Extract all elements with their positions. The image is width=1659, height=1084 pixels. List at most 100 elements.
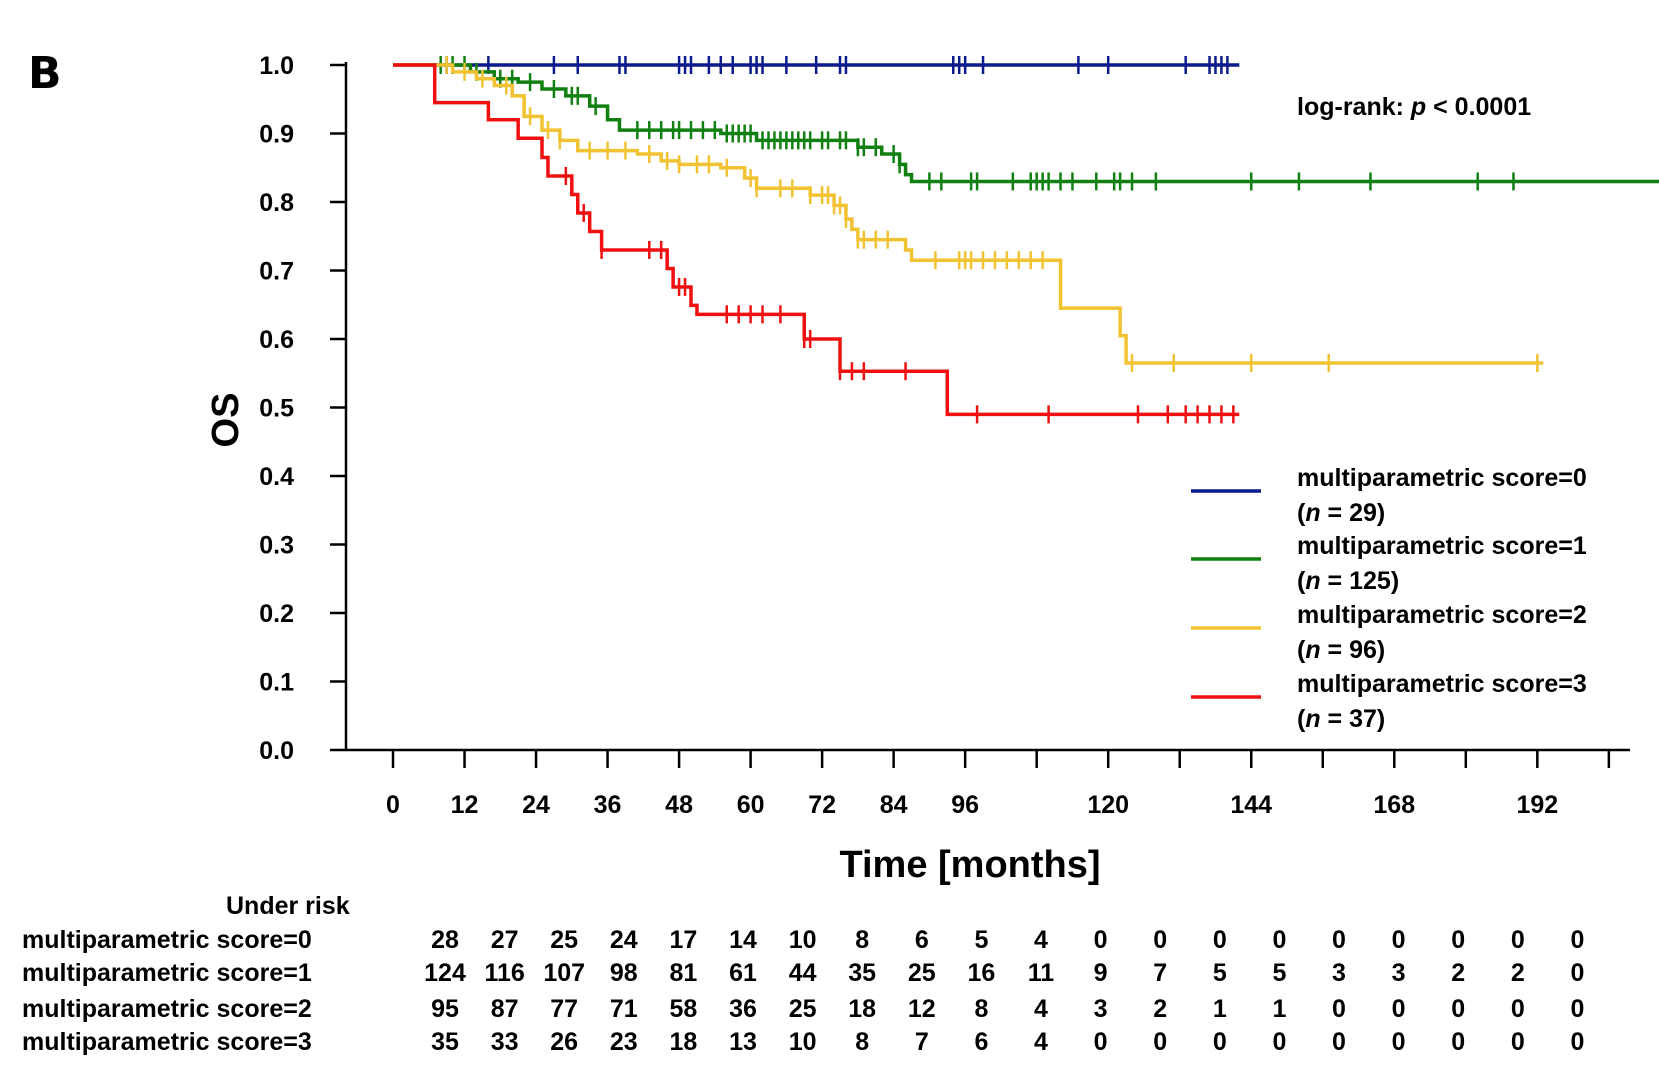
- risk-cell: 6: [915, 926, 929, 954]
- risk-row-label: multiparametric score=2: [22, 995, 312, 1023]
- risk-cell: 35: [848, 959, 876, 987]
- risk-cell: 0: [1451, 926, 1465, 954]
- risk-cell: 18: [669, 1028, 697, 1056]
- risk-cell: 8: [855, 1028, 869, 1056]
- legend-n-score2: (n = 96): [1297, 636, 1385, 664]
- risk-cell: 87: [491, 995, 519, 1023]
- risk-cell: 7: [1153, 959, 1167, 987]
- y-tick-label: 0.1: [259, 669, 294, 697]
- risk-cell: 0: [1332, 926, 1346, 954]
- y-axis-ticks: 0.0 0.1 0.2 0.3 0.4 0.5 0.6 0.7 0.8 0.9 1.0: [259, 52, 346, 765]
- x-axis-ticks: 01224364860728496120144168192216240: [386, 750, 1611, 819]
- curve-score1: [393, 56, 1659, 191]
- risk-cell: 10: [789, 926, 817, 954]
- curve-score2: [393, 56, 1544, 372]
- legend-n-score3: (n = 37): [1297, 705, 1385, 733]
- risk-cell: 1: [1213, 995, 1227, 1023]
- y-tick-label: 0.0: [259, 737, 294, 765]
- legend-n-score0: (n = 29): [1297, 499, 1385, 527]
- risk-cell: 11: [1028, 959, 1055, 987]
- curve-score3: [393, 63, 1240, 424]
- risk-cell: 0: [1392, 926, 1406, 954]
- legend-label-score0: multiparametric score=0: [1297, 464, 1587, 492]
- x-tick-label: 96: [951, 791, 979, 819]
- risk-cell: 77: [550, 995, 578, 1023]
- legend-label-score2: multiparametric score=2: [1297, 601, 1587, 629]
- x-tick-label: 24: [522, 791, 550, 819]
- risk-cell: 16: [967, 959, 995, 987]
- risk-cell: 33: [491, 1028, 519, 1056]
- y-tick-label: 0.8: [259, 189, 294, 217]
- risk-cell: 0: [1570, 1028, 1584, 1056]
- x-tick-label: 192: [1516, 791, 1558, 819]
- risk-row-label: multiparametric score=3: [22, 1028, 312, 1056]
- legend-label-score1: multiparametric score=1: [1297, 532, 1587, 560]
- legend-n-score1: (n = 125): [1297, 567, 1399, 595]
- risk-cell: 124: [424, 959, 466, 987]
- km-curve-line: [393, 63, 1240, 417]
- risk-cell: 24: [610, 926, 638, 954]
- risk-cell: 0: [1511, 926, 1525, 954]
- risk-cell: 25: [789, 995, 817, 1023]
- risk-cell: 6: [974, 1028, 988, 1056]
- risk-cell: 107: [543, 959, 585, 987]
- x-tick-label: 72: [808, 791, 836, 819]
- risk-cell: 2: [1451, 959, 1465, 987]
- risk-cell: 44: [789, 959, 817, 987]
- risk-table: Under risk multiparametric score=0 multi…: [22, 892, 1584, 1056]
- x-tick-label: 84: [880, 791, 908, 819]
- risk-cell: 25: [908, 959, 936, 987]
- y-tick-label: 0.3: [259, 532, 294, 560]
- legend: multiparametric score=0 (n = 29) multipa…: [1191, 464, 1587, 733]
- y-tick-label: 0.7: [259, 258, 294, 286]
- x-tick-label: 12: [451, 791, 479, 819]
- risk-cell: 116: [484, 959, 524, 987]
- risk-cell: 10: [789, 1028, 817, 1056]
- y-axis-label: OS: [205, 393, 247, 448]
- risk-cell: 0: [1570, 995, 1584, 1023]
- risk-cell: 0: [1570, 926, 1584, 954]
- y-tick-label: 0.4: [259, 463, 294, 491]
- risk-row-label: multiparametric score=0: [22, 926, 312, 954]
- risk-cell: 1: [1272, 995, 1286, 1023]
- risk-cell: 0: [1511, 995, 1525, 1023]
- risk-cell: 5: [1213, 959, 1227, 987]
- risk-cell: 0: [1451, 1028, 1465, 1056]
- y-tick-label: 0.5: [259, 395, 294, 423]
- risk-cell: 17: [669, 926, 697, 954]
- risk-cell: 13: [729, 1028, 757, 1056]
- risk-cell: 0: [1153, 1028, 1167, 1056]
- risk-row-label: multiparametric score=1: [22, 959, 312, 987]
- risk-cell: 8: [974, 995, 988, 1023]
- risk-cell: 2: [1153, 995, 1167, 1023]
- km-curve-line: [393, 63, 1659, 184]
- risk-cell: 0: [1570, 959, 1584, 987]
- risk-cell: 0: [1272, 926, 1286, 954]
- risk-cell: 5: [1272, 959, 1286, 987]
- risk-cell: 0: [1451, 995, 1465, 1023]
- risk-cell: 8: [855, 926, 869, 954]
- risk-cell: 98: [610, 959, 638, 987]
- risk-cell: 3: [1332, 959, 1346, 987]
- y-tick-label: 1.0: [259, 52, 294, 80]
- risk-cell: 0: [1511, 1028, 1525, 1056]
- x-tick-label: 0: [386, 791, 400, 819]
- risk-cell: 0: [1153, 926, 1167, 954]
- risk-cell: 3: [1392, 959, 1406, 987]
- risk-cell: 0: [1094, 1028, 1108, 1056]
- logrank-annotation: log-rank: p < 0.0001: [1297, 93, 1531, 121]
- risk-cell: 35: [431, 1028, 459, 1056]
- x-axis-label: Time [months]: [839, 844, 1100, 886]
- x-tick-label: 120: [1087, 791, 1129, 819]
- risk-cell: 4: [1034, 1028, 1048, 1056]
- risk-cell: 4: [1034, 926, 1048, 954]
- y-tick-label: 0.6: [259, 326, 294, 354]
- x-tick-label: 168: [1373, 791, 1415, 819]
- risk-cell: 9: [1094, 959, 1108, 987]
- survival-curves: [393, 56, 1659, 424]
- risk-cell: 61: [729, 959, 757, 987]
- risk-cell: 36: [729, 995, 757, 1023]
- risk-cell: 7: [915, 1028, 929, 1056]
- risk-cell: 0: [1392, 1028, 1406, 1056]
